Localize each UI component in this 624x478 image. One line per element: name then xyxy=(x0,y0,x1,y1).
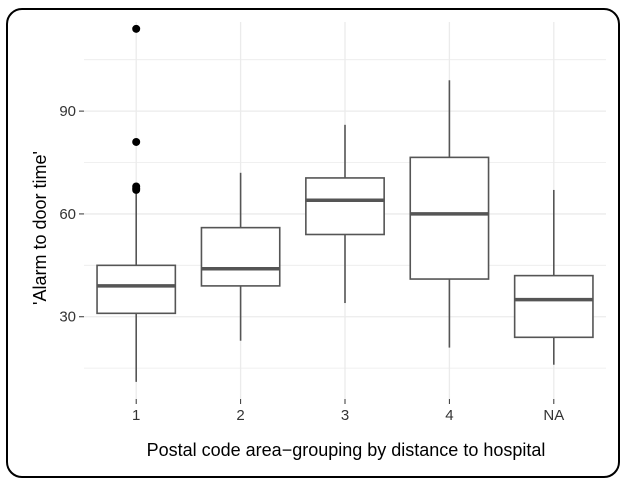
x-tick-label: 1 xyxy=(132,407,140,424)
box-series xyxy=(96,24,594,382)
box-iqr xyxy=(409,156,490,280)
x-tick-label: 4 xyxy=(445,407,453,424)
box-iqr xyxy=(200,226,281,287)
y-tick-label: 60 xyxy=(59,206,76,223)
boxplot-chart: 30 60 90 1 2 3 4 NA Postal code area−grouping … xyxy=(30,22,606,460)
x-tick-label: NA xyxy=(543,407,564,424)
y-axis-title: 'Alarm to door time' xyxy=(30,151,50,305)
x-axis: 1 2 3 4 NA xyxy=(132,399,564,424)
outlier-point xyxy=(132,137,141,146)
y-tick-label: 90 xyxy=(59,103,76,120)
outlier-point xyxy=(132,24,141,33)
x-tick-label: 2 xyxy=(236,407,244,424)
box-iqr xyxy=(513,274,594,339)
box-iqr xyxy=(305,177,385,236)
y-tick-label: 30 xyxy=(59,309,76,326)
y-axis: 30 60 90 xyxy=(59,103,84,326)
x-tick-label: 3 xyxy=(341,407,349,424)
box-iqr xyxy=(96,264,177,315)
outlier-point xyxy=(132,185,141,194)
x-axis-title: Postal code area−grouping by distance to… xyxy=(147,440,546,460)
